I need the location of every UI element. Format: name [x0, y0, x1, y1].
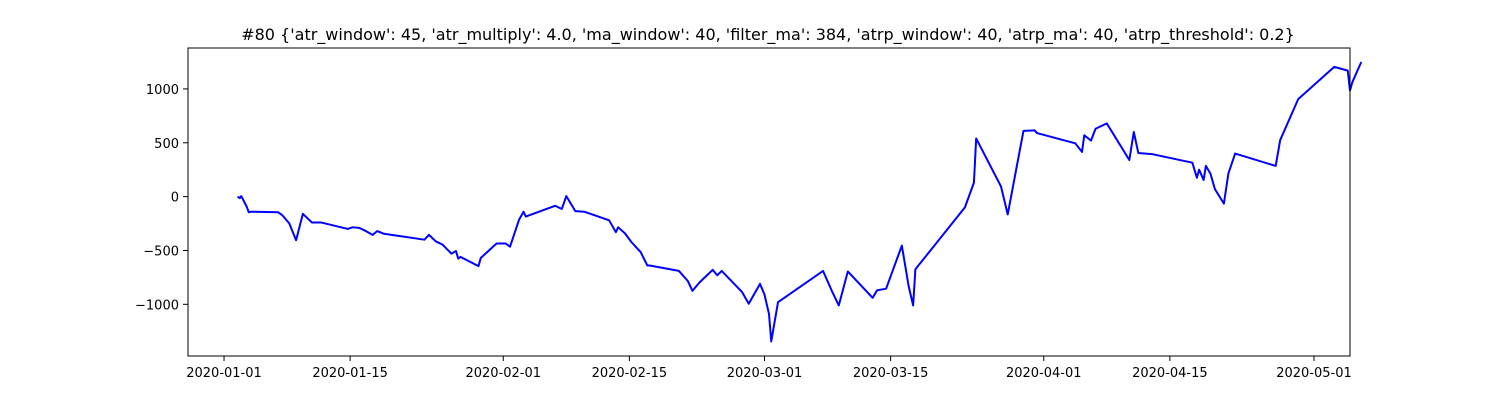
x-tick-label: 2020-03-15 — [853, 366, 929, 381]
plot-lines — [236, 61, 1363, 343]
x-tick-label: 2020-04-01 — [1006, 366, 1082, 381]
y-tick-label: −1000 — [135, 298, 179, 313]
y-tick-label: 0 — [171, 191, 179, 206]
y-tick-label: 1000 — [146, 83, 179, 98]
y-tick-label: 500 — [154, 137, 179, 152]
series-line-0 — [236, 61, 1363, 343]
y-tick-label: −500 — [143, 244, 179, 259]
x-tick-label: 2020-02-01 — [465, 366, 541, 381]
x-tick-label: 2020-05-01 — [1276, 366, 1352, 381]
x-tick-label: 2020-03-01 — [727, 366, 803, 381]
chart-title: #80 {'atr_window': 45, 'atr_multiply': 4… — [241, 25, 1295, 45]
x-tick-label: 2020-04-15 — [1132, 366, 1208, 381]
x-tick-label: 2020-01-15 — [312, 366, 388, 381]
y-axis: −1000 −500 0 500 1000 — [135, 83, 188, 313]
x-axis: 2020-01-01 2020-01-15 2020-02-01 2020-02-15… — [186, 356, 1352, 381]
x-tick-label: 2020-01-01 — [186, 366, 262, 381]
plot-frame — [187, 47, 1351, 357]
x-tick-label: 2020-02-15 — [592, 366, 668, 381]
